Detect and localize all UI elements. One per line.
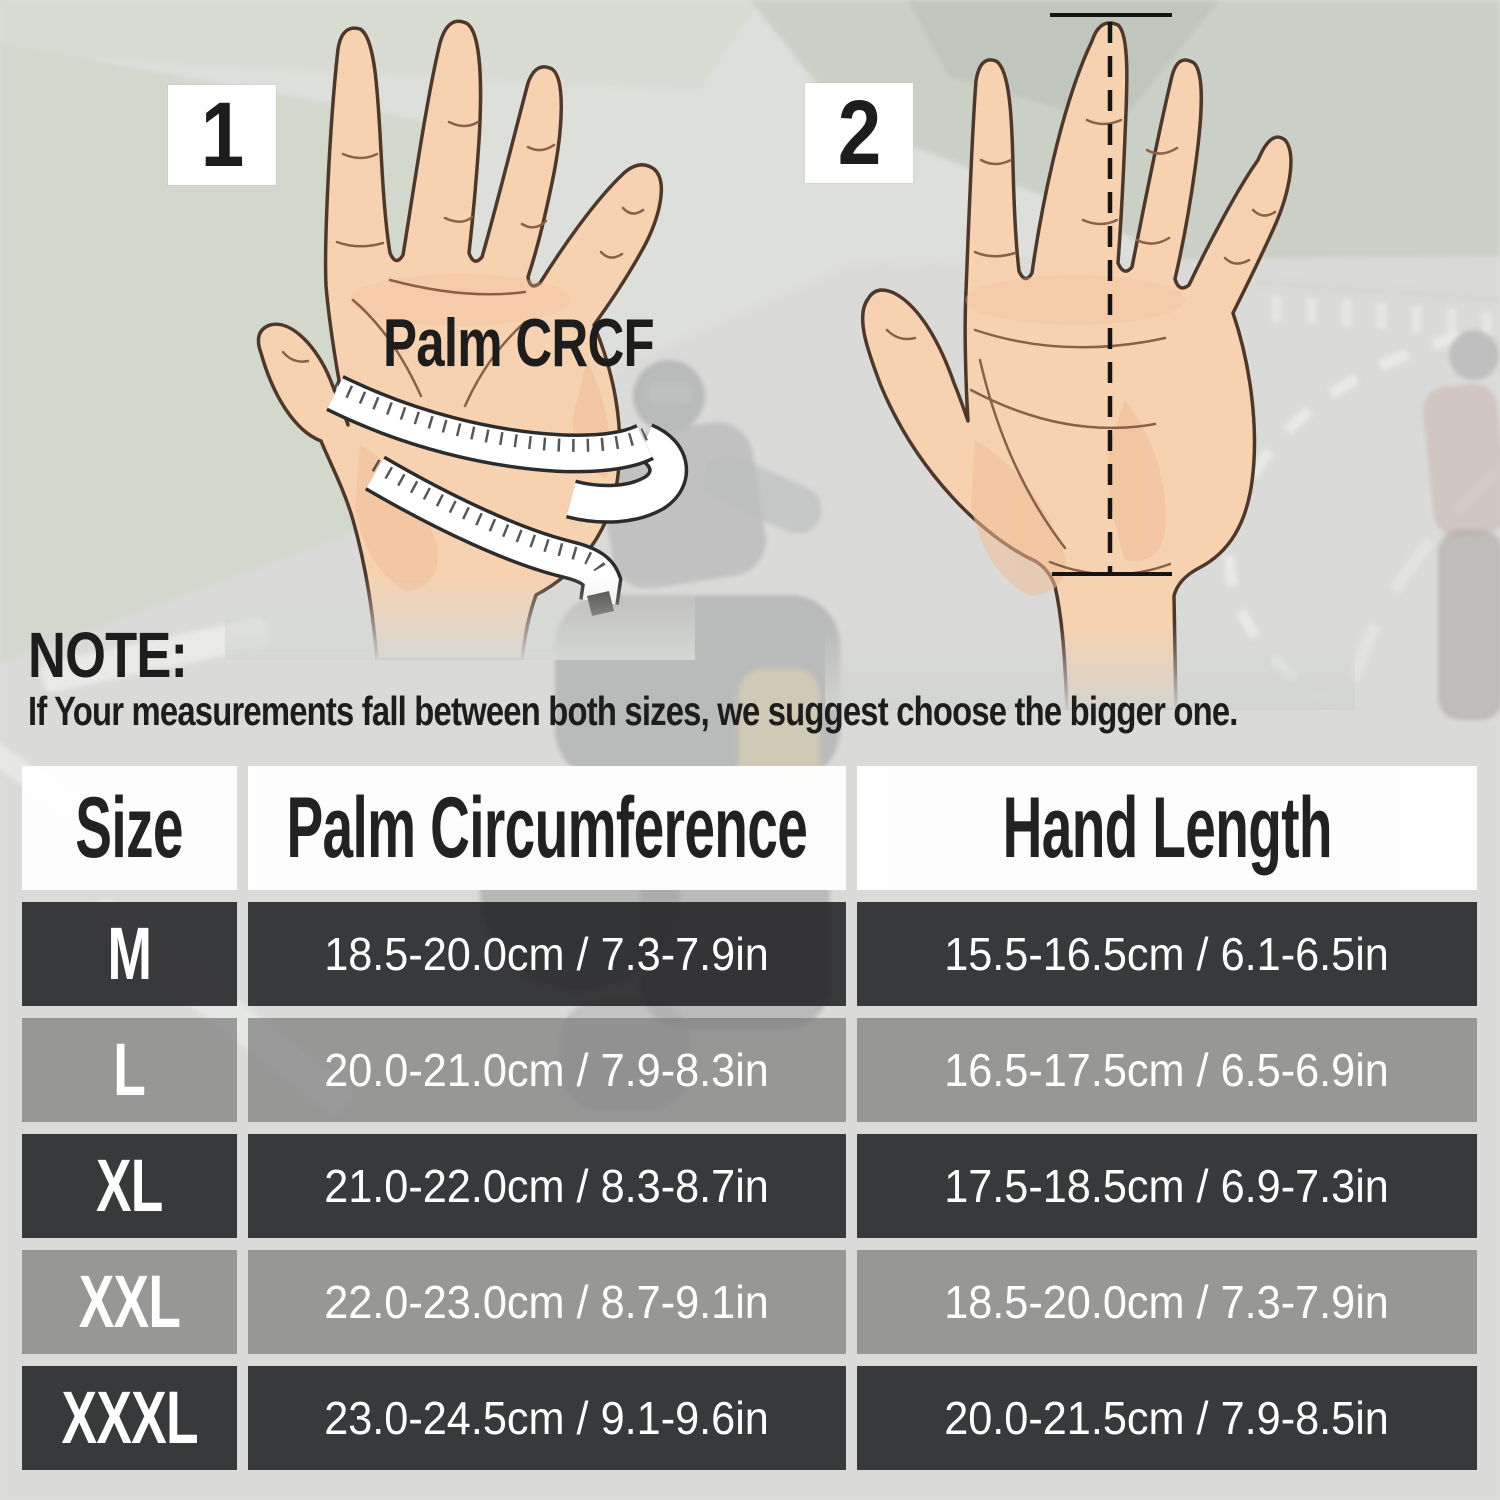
palm-circumference-cell-M-label: 18.5-20.0cm / 7.3-7.9in (324, 928, 770, 980)
step-1-number: 1 (200, 84, 244, 186)
hand-length-cell-M-label: 15.5-16.5cm / 6.1-6.5in (944, 928, 1390, 980)
hand-length-cell-XL-label: 17.5-18.5cm / 6.9-7.3in (944, 1160, 1390, 1212)
hand-length-cell-XXXL-label: 20.0-21.5cm / 7.9-8.5in (944, 1392, 1390, 1444)
size-cell-XXL: XXL (22, 1250, 237, 1354)
hand-illustration-palm-circumference (225, 19, 695, 660)
note-text: If Your measurements fall between both s… (28, 688, 1238, 734)
guardrail-post (1272, 296, 1281, 321)
palm-circumference-cell-L: 20.0-21.0cm / 7.9-8.3in (248, 1018, 846, 1122)
guardrail-post (1342, 300, 1351, 326)
hand-length-cell-XXL: 18.5-20.0cm / 7.3-7.9in (857, 1250, 1477, 1354)
size-cell-XL-label: XL (96, 1144, 163, 1227)
hand-length-cell-XXL-label: 18.5-20.0cm / 7.3-7.9in (944, 1276, 1390, 1328)
palm-shading (965, 275, 1185, 596)
note-title: NOTE: (28, 619, 188, 691)
size-table: Size Palm Circumference Hand Length M 18.… (22, 766, 1477, 1470)
step-2-badge: 2 (805, 83, 913, 183)
step-2-number: 2 (837, 82, 881, 184)
step-1-badge: 1 (168, 85, 276, 185)
palm-circumference-cell-XL: 21.0-22.0cm / 8.3-8.7in (248, 1134, 846, 1238)
hand-outline (860, 21, 1293, 710)
guardrail-post (1482, 312, 1491, 339)
guardrail-post (1307, 298, 1316, 323)
hand-length-cell-XL: 17.5-18.5cm / 6.9-7.3in (857, 1134, 1477, 1238)
guardrail-post (1377, 303, 1386, 329)
palm-circumference-cell-XXL: 22.0-23.0cm / 8.7-9.1in (248, 1250, 846, 1354)
size-cell-XXXL: XXXL (22, 1366, 237, 1470)
size-cell-L-label: L (113, 1028, 147, 1111)
size-cell-XXXL-label: XXXL (61, 1376, 198, 1459)
guardrail-post (1412, 306, 1421, 333)
palm-circumference-cell-M: 18.5-20.0cm / 7.3-7.9in (248, 902, 846, 1006)
palm-circumference-cell-XXXL: 23.0-24.5cm / 9.1-9.6in (248, 1366, 846, 1470)
size-cell-XL: XL (22, 1134, 237, 1238)
hand-length-measurement-lines (1050, 13, 1172, 576)
guardrail-post (1447, 309, 1456, 336)
size-cell-L: L (22, 1018, 237, 1122)
palm-circumference-annotation: Palm CRCF (383, 305, 655, 381)
hand-length-cell-XXXL: 20.0-21.5cm / 7.9-8.5in (857, 1366, 1477, 1470)
size-cell-XXL-label: XXL (78, 1260, 181, 1343)
tape-measure (326, 375, 689, 616)
header-size: Size (22, 766, 237, 890)
size-cell-M-label: M (107, 912, 152, 995)
size-cell-M: M (22, 902, 237, 1006)
finger-creases (281, 120, 645, 408)
hand-length-cell-M: 15.5-16.5cm / 6.1-6.5in (857, 902, 1477, 1006)
palm-circumference-cell-XXXL-label: 23.0-24.5cm / 9.1-9.6in (324, 1392, 770, 1444)
header-palm-circumference: Palm Circumference (248, 766, 846, 890)
hand-length-cell-L-label: 16.5-17.5cm / 6.5-6.9in (944, 1044, 1390, 1096)
hand-illustration-hand-length (825, 13, 1355, 710)
hand-length-cell-L: 16.5-17.5cm / 6.5-6.9in (857, 1018, 1477, 1122)
palm-circumference-cell-L-label: 20.0-21.0cm / 7.9-8.3in (324, 1044, 770, 1096)
palm-circumference-cell-XXL-label: 22.0-23.0cm / 8.7-9.1in (324, 1276, 770, 1328)
palm-circumference-cell-XL-label: 21.0-22.0cm / 8.3-8.7in (324, 1160, 770, 1212)
header-hand-length: Hand Length (857, 766, 1477, 890)
